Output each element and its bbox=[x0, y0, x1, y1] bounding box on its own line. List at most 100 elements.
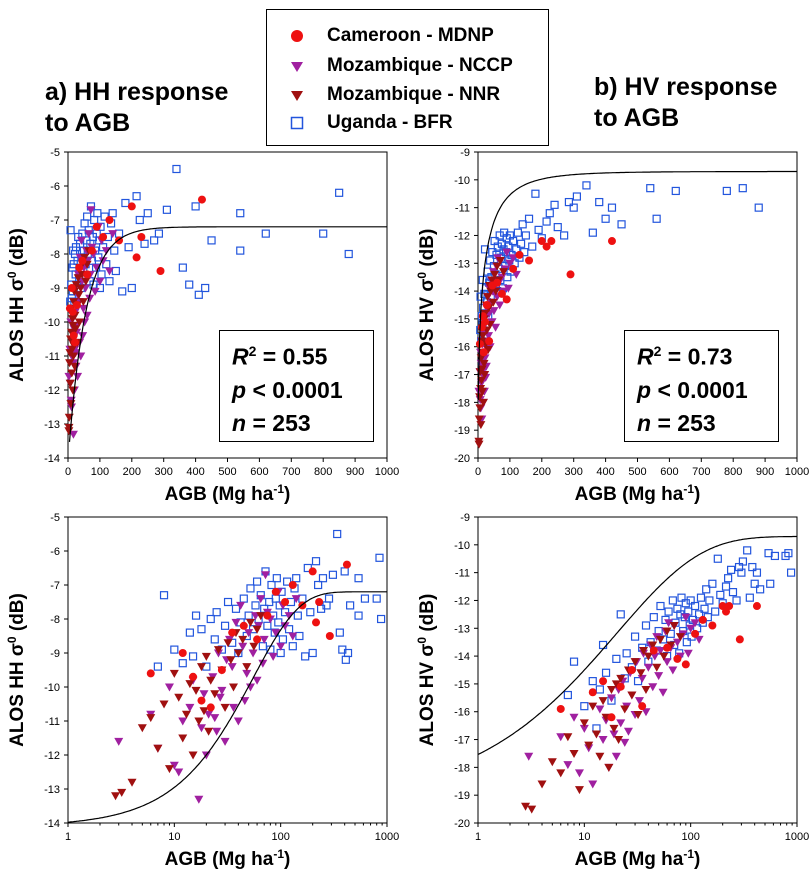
data-point bbox=[360, 594, 370, 603]
data-point bbox=[170, 645, 179, 654]
data-point bbox=[312, 618, 321, 627]
data-point bbox=[500, 228, 509, 237]
x-tick-label: 100 bbox=[91, 466, 109, 478]
data-point bbox=[76, 284, 86, 293]
panel-a-title-line2: to AGB bbox=[45, 109, 131, 137]
data-point bbox=[569, 713, 579, 722]
data-point bbox=[78, 304, 88, 313]
data-point bbox=[474, 440, 484, 449]
y-tick-label: -14 bbox=[44, 818, 60, 830]
data-point bbox=[256, 612, 266, 621]
data-point bbox=[159, 700, 169, 709]
data-point bbox=[295, 631, 304, 641]
p-value: < 0.0001 bbox=[246, 376, 343, 403]
data-point bbox=[638, 702, 647, 711]
data-point bbox=[690, 601, 700, 611]
y-tick-label: -10 bbox=[454, 175, 470, 187]
x-tick-label: 1000 bbox=[375, 831, 399, 843]
data-point bbox=[258, 659, 268, 668]
data-point bbox=[242, 663, 252, 672]
data-point bbox=[342, 560, 351, 569]
data-point bbox=[566, 270, 575, 279]
data-point bbox=[223, 597, 233, 607]
data-point bbox=[206, 703, 215, 712]
data-point bbox=[199, 690, 209, 699]
data-point bbox=[681, 660, 690, 669]
data-point bbox=[288, 581, 297, 589]
p-symbol: p bbox=[232, 376, 247, 403]
data-point bbox=[199, 707, 209, 716]
data-point bbox=[178, 717, 188, 726]
data-point bbox=[614, 736, 624, 745]
data-point bbox=[606, 694, 616, 703]
data-point bbox=[750, 579, 759, 588]
data-point bbox=[201, 283, 210, 293]
data-point bbox=[93, 209, 102, 218]
data-point bbox=[267, 580, 276, 590]
data-point bbox=[648, 641, 658, 650]
data-point bbox=[239, 621, 248, 630]
data-point bbox=[233, 717, 243, 726]
data-point bbox=[648, 683, 658, 692]
data-point bbox=[191, 686, 201, 695]
data-point bbox=[516, 239, 526, 248]
data-point bbox=[623, 727, 633, 736]
data-point bbox=[521, 802, 531, 811]
data-point bbox=[649, 646, 658, 655]
data-point bbox=[668, 666, 678, 675]
data-point bbox=[550, 200, 559, 209]
data-point bbox=[497, 289, 506, 298]
data-point bbox=[677, 593, 686, 602]
data-point bbox=[319, 229, 328, 238]
data-point bbox=[78, 256, 87, 265]
hv-p-line: p < 0.0001 bbox=[637, 374, 778, 407]
x-axis-label: AGB (Mg ha-1) bbox=[165, 847, 291, 870]
data-point bbox=[127, 778, 137, 787]
data-point bbox=[491, 323, 501, 332]
data-point bbox=[556, 704, 565, 713]
data-point bbox=[563, 690, 572, 700]
data-point bbox=[502, 248, 512, 257]
y-tick-label: -11 bbox=[455, 203, 470, 215]
data-point bbox=[206, 676, 216, 685]
x-tick-label: 1000 bbox=[785, 466, 809, 478]
y-tick-label: -12 bbox=[44, 385, 60, 397]
data-point bbox=[595, 752, 605, 761]
data-point bbox=[83, 212, 92, 221]
data-point bbox=[708, 621, 717, 630]
fit-curve bbox=[67, 591, 387, 823]
data-point bbox=[226, 656, 236, 665]
data-point bbox=[118, 287, 127, 296]
data-point bbox=[745, 593, 754, 602]
data-point bbox=[227, 663, 237, 672]
data-point bbox=[72, 301, 81, 309]
data-point bbox=[743, 546, 752, 555]
r2-symbol: R bbox=[232, 343, 249, 370]
data-point bbox=[162, 205, 171, 214]
data-point bbox=[569, 749, 579, 758]
data-point bbox=[694, 635, 704, 644]
data-point bbox=[705, 596, 714, 605]
data-point bbox=[595, 685, 604, 694]
data-point bbox=[508, 236, 518, 246]
y-tick-label: -18 bbox=[454, 762, 470, 774]
y-tick-label: -14 bbox=[44, 453, 60, 465]
data-point bbox=[354, 611, 363, 620]
x-tick-label: 400 bbox=[186, 466, 204, 478]
data-point bbox=[71, 281, 81, 290]
y-tick-label: -14 bbox=[454, 286, 470, 298]
data-point bbox=[110, 246, 119, 255]
data-point bbox=[630, 632, 640, 641]
data-point bbox=[181, 710, 191, 719]
x-tick-label: 10 bbox=[168, 831, 180, 843]
data-point bbox=[271, 587, 280, 596]
x-tick-label: 800 bbox=[724, 466, 742, 478]
legend-item-uganda: Uganda - BFR bbox=[267, 109, 453, 137]
data-point bbox=[588, 780, 598, 789]
fit-curve bbox=[68, 226, 388, 442]
data-point bbox=[74, 318, 84, 327]
data-point bbox=[318, 574, 328, 583]
data-point bbox=[74, 291, 84, 300]
y-tick-label: -15 bbox=[454, 679, 470, 691]
